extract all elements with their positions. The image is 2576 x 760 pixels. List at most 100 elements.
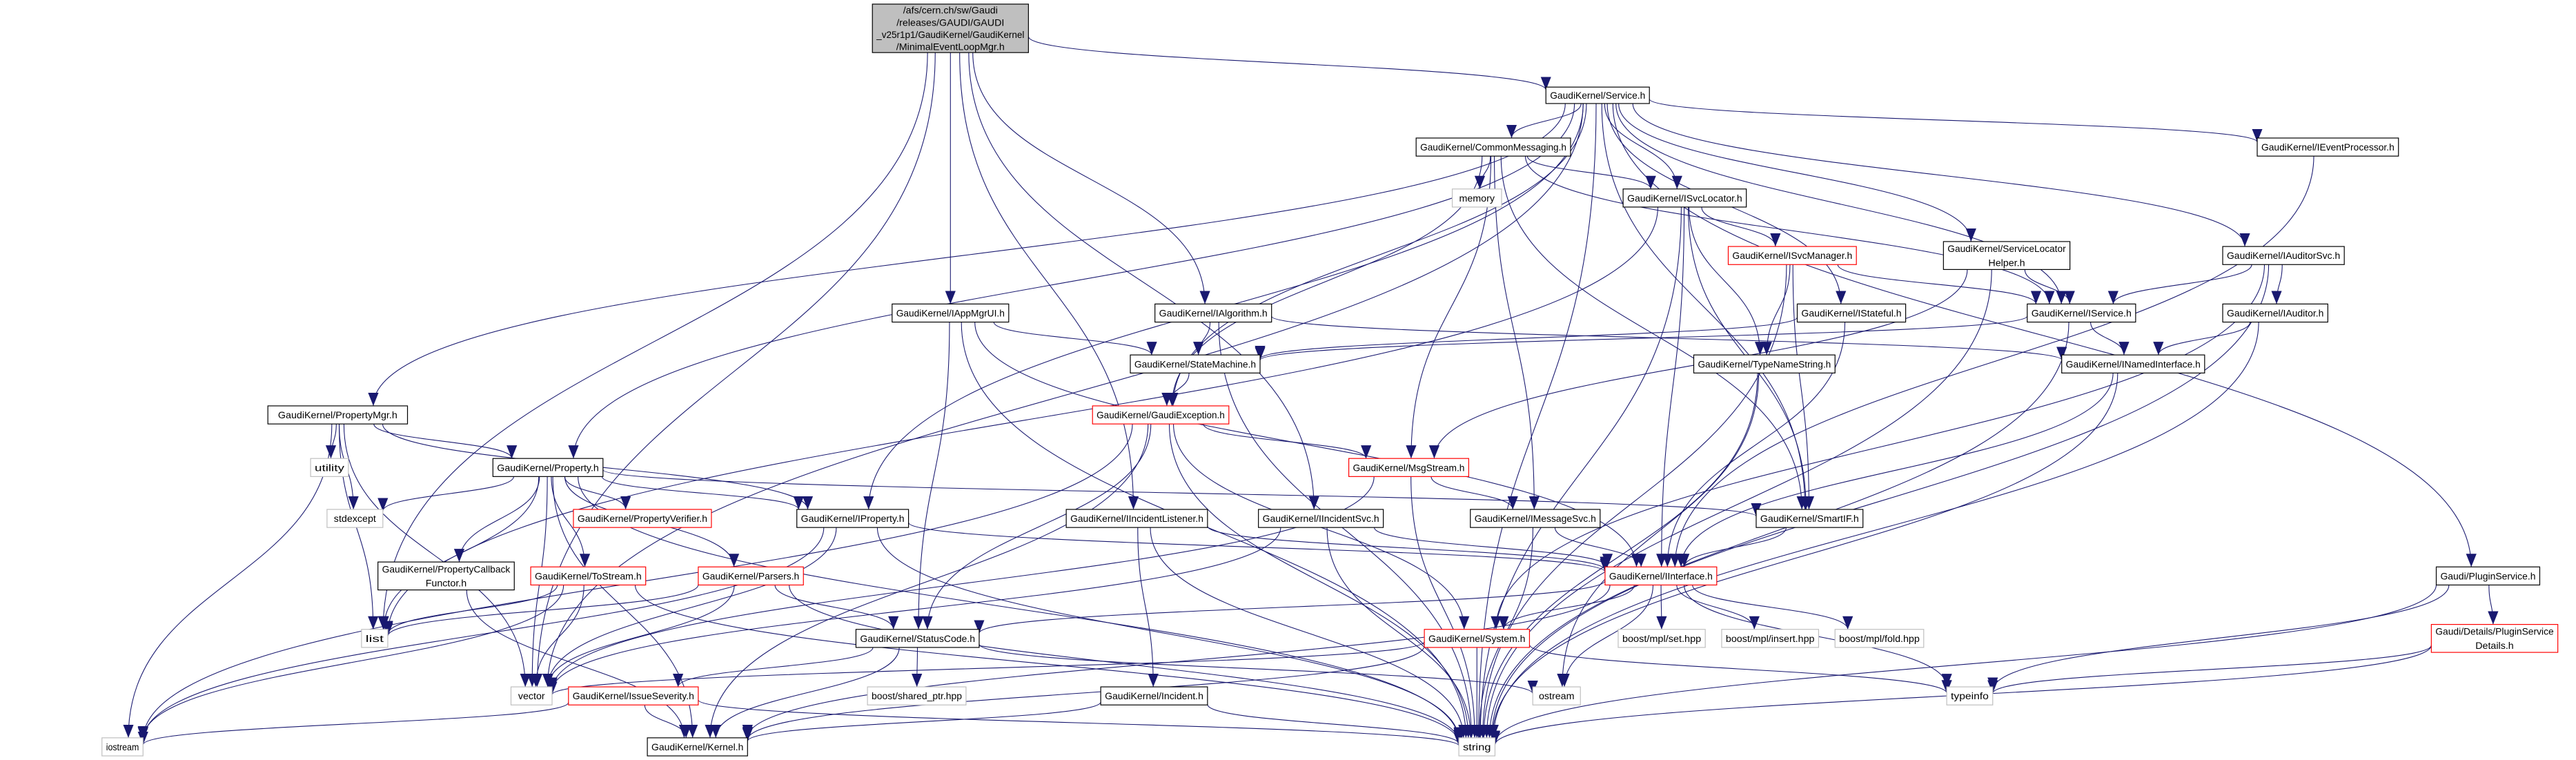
node-label: GaudiKernel/Kernel.h — [651, 742, 743, 753]
edge-tostream-to-vector — [530, 585, 584, 688]
node-iincidentlistener[interactable]: GaudiKernel/IIncidentListener.h — [1065, 509, 1208, 528]
node-box — [510, 686, 553, 705]
node-plugindetails[interactable]: Gaudi/Details/PluginService Details.h — [2430, 624, 2559, 653]
node-label: boost/mpl/set.hpp — [1622, 634, 1701, 645]
node-box — [1415, 137, 1571, 157]
node-mplset[interactable]: boost/mpl/set.hpp — [1618, 629, 1706, 648]
node-incident[interactable]: GaudiKernel/Incident.h — [1100, 686, 1208, 705]
edge-smartif-to-iinterface — [1679, 527, 1787, 567]
node-label: GaudiKernel/ISvcLocator.h — [1627, 193, 1742, 204]
edge-system-to-vector — [547, 641, 1425, 695]
edge-commonmessaging-to-iservice — [1524, 156, 2055, 304]
edge-msgstream-to-imessagesvc — [1430, 476, 1518, 510]
edge-property-to-iproperty — [601, 476, 804, 510]
node-pluginservice[interactable]: Gaudi/PluginService.h — [2435, 566, 2541, 586]
node-smartif[interactable]: GaudiKernel/SmartIF.h — [1756, 509, 1864, 528]
node-label: GaudiKernel/IInterface.h — [1609, 571, 1713, 582]
node-iostream[interactable]: iostream — [101, 737, 144, 757]
node-imessagesvc[interactable]: GaudiKernel/IMessageSvc.h — [1470, 509, 1601, 528]
node-label: Helper.h — [1988, 257, 2025, 269]
node-mplinsert[interactable]: boost/mpl/insert.hpp — [1721, 629, 1820, 648]
edge-iservice-to-inamedinterface — [2090, 322, 2130, 355]
node-label: Details.h — [2475, 641, 2514, 652]
node-box — [1756, 509, 1864, 528]
node-sharedptr[interactable]: boost/shared_ptr.hpp — [867, 686, 967, 705]
node-utility[interactable]: utility — [310, 458, 349, 477]
edge-iinterface-to-mplfold — [1692, 585, 1854, 630]
edge-service-to-propertymgr — [368, 103, 1566, 406]
node-box — [2435, 566, 2541, 586]
node-iappmgrui[interactable]: GaudiKernel/IAppMgrUI.h — [892, 303, 1010, 323]
edge-parsers-to-string — [789, 585, 1464, 743]
node-box — [872, 3, 1029, 53]
edge-main-to-iincidentlistener — [959, 52, 1139, 509]
edge-iauditorsvc-to-string — [1486, 264, 2270, 738]
node-label: /releases/GAUDI/GAUDI — [896, 17, 1004, 28]
edge-ialgorithm-to-string — [1218, 322, 1477, 738]
node-main[interactable]: /afs/cern.ch/sw/Gaudi/releases/GAUDI/GAU… — [872, 3, 1029, 53]
node-system[interactable]: GaudiKernel/System.h — [1424, 629, 1531, 648]
edge-service-to-property — [568, 103, 1575, 459]
edge-statuscode-to-ostream — [979, 643, 1538, 694]
edge-isvclocator-to-iinterface — [1656, 206, 1685, 567]
node-label: _v25r1p1/GaudiKernel/GaudiKernel — [876, 30, 1024, 41]
node-box — [1100, 686, 1208, 705]
node-iincidentsvc[interactable]: GaudiKernel/IIncidentSvc.h — [1258, 509, 1384, 528]
node-label: Functor.h — [426, 578, 466, 589]
node-box — [1604, 566, 1718, 586]
node-ialgorithm[interactable]: GaudiKernel/IAlgorithm.h — [1154, 303, 1272, 323]
node-label: GaudiKernel/Property.h — [497, 462, 599, 474]
node-iservice[interactable]: GaudiKernel/IService.h — [2027, 303, 2136, 323]
node-iproperty[interactable]: GaudiKernel/IProperty.h — [796, 509, 910, 528]
node-stdexcept[interactable]: stdexcept — [326, 509, 384, 528]
node-iauditorsvc[interactable]: GaudiKernel/IAuditorSvc.h — [2222, 246, 2345, 265]
node-propertycallbackfunctor[interactable]: GaudiKernel/PropertyCallback Functor.h — [377, 561, 515, 591]
edge-propertymgr-to-vector — [343, 424, 531, 688]
edge-main-to-service — [1028, 36, 1551, 90]
node-label: GaudiKernel/Service.h — [1550, 90, 1645, 101]
node-propertyverifier[interactable]: GaudiKernel/PropertyVerifier.h — [573, 509, 712, 528]
node-ostream[interactable]: ostream — [1532, 686, 1581, 705]
node-isvcmanager[interactable]: GaudiKernel/ISvcManager.h — [1727, 246, 1857, 265]
node-label: GaudiKernel/StateMachine.h — [1134, 359, 1256, 370]
node-isvclocator[interactable]: GaudiKernel/ISvcLocator.h — [1622, 188, 1747, 208]
edge-iinterface-to-statuscode — [974, 580, 1606, 634]
node-mplfold[interactable]: boost/mpl/fold.hpp — [1834, 629, 1925, 648]
node-iinterface[interactable]: GaudiKernel/IInterface.h — [1604, 566, 1718, 586]
node-gaudiexception[interactable]: GaudiKernel/GaudiException.h — [1092, 405, 1230, 425]
node-memory[interactable]: memory — [1451, 188, 1502, 208]
node-parsers[interactable]: GaudiKernel/Parsers.h — [698, 566, 804, 586]
node-commonmessaging[interactable]: GaudiKernel/CommonMessaging.h — [1415, 137, 1571, 157]
node-box — [1130, 354, 1261, 373]
node-istateful[interactable]: GaudiKernel/IStateful.h — [1796, 303, 1907, 323]
node-inamedinterface[interactable]: GaudiKernel/INamedInterface.h — [2061, 354, 2205, 373]
node-statemachine[interactable]: GaudiKernel/StateMachine.h — [1130, 354, 1261, 373]
edge-iincidentsvc-to-string — [1326, 527, 1476, 738]
node-kernel[interactable]: GaudiKernel/Kernel.h — [647, 737, 748, 757]
node-servicelocatorhelper[interactable]: GaudiKernel/ServiceLocator Helper.h — [1943, 241, 2071, 271]
node-box — [1618, 629, 1706, 648]
node-propertymgr[interactable]: GaudiKernel/PropertyMgr.h — [267, 405, 409, 425]
node-typenamestring[interactable]: GaudiKernel/TypeNameString.h — [1693, 354, 1836, 373]
edge-imessagesvc-to-iinterface — [1554, 527, 1646, 567]
node-iauditor[interactable]: GaudiKernel/IAuditor.h — [2222, 303, 2328, 323]
node-vector[interactable]: vector — [510, 686, 553, 705]
node-issueseverity[interactable]: GaudiKernel/IssueSeverity.h — [568, 686, 699, 705]
node-statuscode[interactable]: GaudiKernel/StatusCode.h — [855, 629, 980, 648]
node-box — [1721, 629, 1820, 648]
node-ieventprocessor[interactable]: GaudiKernel/IEventProcessor.h — [2257, 137, 2399, 157]
node-string[interactable]: string — [1458, 737, 1496, 757]
edge-propertycallbackfunctor-to-kernel — [466, 590, 689, 738]
node-list[interactable]: list — [361, 629, 389, 648]
edge-iservice-to-statemachine — [1255, 315, 2028, 361]
node-property[interactable]: GaudiKernel/Property.h — [492, 458, 604, 477]
edge-iinterface-to-kernel — [742, 585, 1611, 739]
edge-iinterface-to-mplinsert — [1676, 585, 1760, 630]
node-label: GaudiKernel/IStateful.h — [1801, 308, 1901, 319]
node-msgstream[interactable]: GaudiKernel/MsgStream.h — [1348, 458, 1469, 477]
node-label: GaudiKernel/MsgStream.h — [1353, 462, 1465, 474]
node-typeinfo[interactable]: typeinfo — [1946, 686, 1994, 705]
node-tostream[interactable]: GaudiKernel/ToStream.h — [530, 566, 647, 586]
node-service[interactable]: GaudiKernel/Service.h — [1545, 86, 1650, 104]
